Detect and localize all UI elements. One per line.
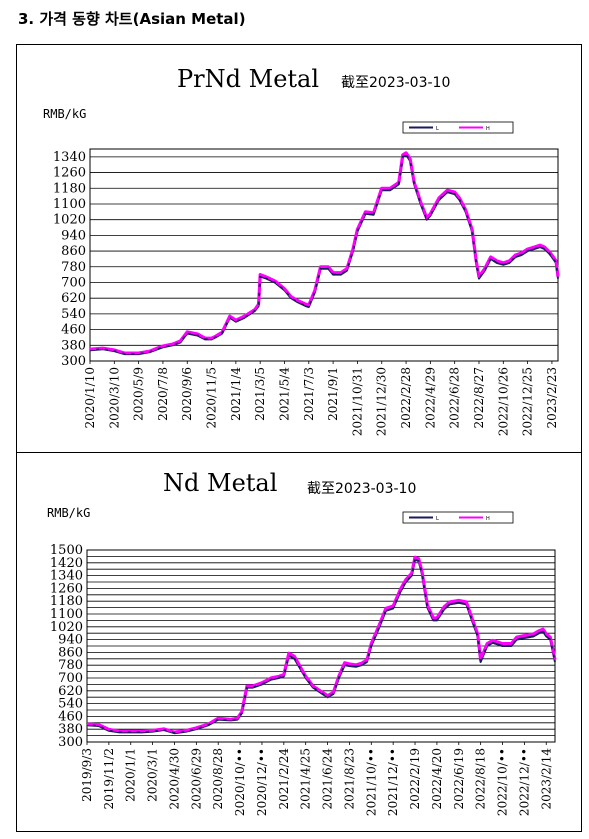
x-tick-label: 2020/7/8 <box>156 367 170 421</box>
series-line-h-overlay <box>86 555 557 734</box>
x-tick-label: 2020/5/9 <box>132 367 146 421</box>
x-tick-label: 2021/8/23 <box>342 748 356 810</box>
y-tick-label: 620 <box>61 291 86 306</box>
y-tick-label: 940 <box>61 228 86 243</box>
y-tick-label: 1100 <box>50 607 83 622</box>
x-tick-label: 2022/12/•• <box>517 748 531 816</box>
legend-box <box>402 121 514 134</box>
x-tick-label: 2022/6/28 <box>448 367 462 429</box>
x-tick-label: 2022/10/26 <box>496 367 510 436</box>
legend-label-h: H <box>486 516 490 522</box>
y-tick-label: 1260 <box>50 581 83 596</box>
y-tick-label: 620 <box>58 684 83 699</box>
legend-box <box>402 511 514 524</box>
x-tick-label: 2021/2/24 <box>277 748 291 810</box>
series-line-l <box>89 153 559 356</box>
x-tick-label: 2019/11/2 <box>102 748 116 810</box>
y-tick-label: 940 <box>58 633 83 648</box>
x-tick-label: 2020/8/28 <box>211 748 225 810</box>
x-tick-label: 2022/8/18 <box>474 748 488 810</box>
y-tick-label: 380 <box>58 722 83 737</box>
x-tick-label: 2020/1/10 <box>83 367 97 429</box>
legend-label-l: L <box>436 126 439 132</box>
series-line-h-overlay <box>89 151 560 355</box>
x-tick-label: 2022/8/27 <box>472 367 486 429</box>
x-tick-label: 2020/3/1 <box>146 748 160 802</box>
x-tick-label: 2021/4/25 <box>299 748 313 810</box>
x-tick-label: 2021/10/•• <box>364 748 378 816</box>
x-tick-label: 2020/3/10 <box>107 367 121 429</box>
x-tick-label: 2019/9/3 <box>80 748 94 802</box>
y-tick-label: 1020 <box>53 213 86 228</box>
nd-chart-panel: Nd Metal 截至2023-03-10 RMB/kG 300 380 460 54… <box>16 452 582 832</box>
y-tick-label: 1260 <box>53 166 86 181</box>
y-tick-label: 1180 <box>50 594 83 609</box>
x-tick-label: 2020/6/29 <box>189 748 203 810</box>
x-tick-label: 2020/12/•• <box>255 748 269 816</box>
y-tick-label: 300 <box>58 735 83 750</box>
y-tick-label: 700 <box>58 671 83 686</box>
y-tick-label: 540 <box>58 697 83 712</box>
x-tick-label: 2022/6/19 <box>452 748 466 810</box>
y-tick-label: 380 <box>61 338 86 353</box>
chart-subtitle: 截至2023-03-10 <box>341 75 450 91</box>
nd-chart-svg: Nd Metal 截至2023-03-10 RMB/kG 30038046054… <box>47 469 557 816</box>
y-tick-label: 780 <box>58 658 83 673</box>
x-tick-label: 2021/12/30 <box>375 367 389 436</box>
series-line-h <box>89 151 560 355</box>
x-tick-label: 2022/2/19 <box>408 748 422 810</box>
y-tick-label: 1340 <box>53 150 86 165</box>
x-tick-label: 2022/2/28 <box>399 367 413 429</box>
y-tick-label: 460 <box>61 323 86 338</box>
y-tick-label: 540 <box>61 307 86 322</box>
y-unit-label: RMB/kG <box>47 506 90 520</box>
y-tick-label: 1500 <box>50 543 83 558</box>
y-tick-label: 1100 <box>53 197 86 212</box>
y-tick-label: 700 <box>61 275 86 290</box>
x-tick-label: 2021/1/4 <box>229 367 243 421</box>
x-tick-label: 2021/3/5 <box>253 367 267 421</box>
x-tick-label: 2023/2/23 <box>545 367 559 429</box>
chart-title: PrNd Metal <box>177 65 319 93</box>
section-heading: 3. 가격 동향 차트(Asian Metal) <box>18 10 246 28</box>
chart-subtitle: 截至2023-03-10 <box>307 481 416 497</box>
y-tick-label: 1020 <box>50 620 83 635</box>
x-tick-label: 2021/5/4 <box>277 367 291 421</box>
y-tick-label: 1420 <box>50 556 83 571</box>
x-tick-label: 2021/12/•• <box>386 748 400 816</box>
prnd-chart-svg: PrNd Metal 截至2023-03-10 RMB/kG 300380460… <box>43 65 560 436</box>
y-tick-label: 860 <box>58 645 83 660</box>
x-tick-label: 2020/4/30 <box>167 748 181 810</box>
x-tick-label: 2022/10/•• <box>496 748 510 816</box>
x-tick-label: 2020/11/5 <box>205 367 219 429</box>
x-tick-label: 2023/2/14 <box>539 748 553 810</box>
x-tick-label: 2022/4/20 <box>430 748 444 810</box>
x-tick-label: 2020/10/•• <box>233 748 247 816</box>
prnd-chart-panel: PrNd Metal 截至2023-03-10 RMB/kG 300 380 460… <box>16 44 582 454</box>
x-tick-label: 2020/1/1 <box>124 748 138 802</box>
x-tick-label: 2021/6/24 <box>321 748 335 810</box>
series-line-h <box>86 555 557 734</box>
legend-label-l: L <box>436 516 439 522</box>
y-unit-label: RMB/kG <box>43 107 86 121</box>
y-tick-label: 860 <box>61 244 86 259</box>
x-tick-label: 2020/9/6 <box>180 367 194 421</box>
x-tick-label: 2021/7/3 <box>302 367 316 421</box>
y-tick-label: 300 <box>61 354 86 369</box>
x-tick-label: 2021/10/31 <box>350 367 364 436</box>
x-tick-label: 2022/4/29 <box>423 367 437 429</box>
x-tick-label: 2022/12/25 <box>521 367 535 436</box>
y-tick-label: 1180 <box>53 181 86 196</box>
legend-label-h: H <box>486 126 490 132</box>
chart-title: Nd Metal <box>163 469 277 497</box>
y-tick-label: 460 <box>58 709 83 724</box>
y-tick-label: 780 <box>61 260 86 275</box>
x-tick-label: 2021/9/1 <box>326 367 340 421</box>
y-tick-label: 1340 <box>50 569 83 584</box>
